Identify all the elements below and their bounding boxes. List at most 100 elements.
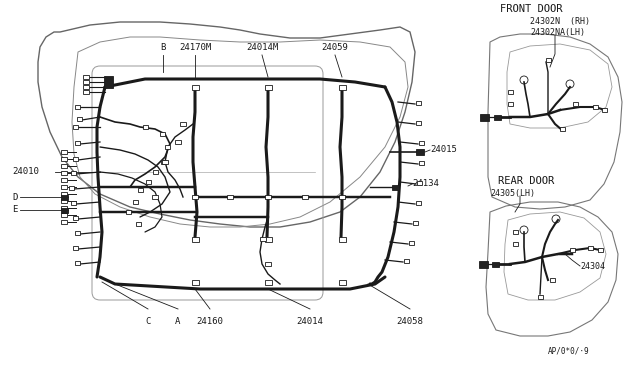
Bar — [513, 242, 518, 246]
Bar — [70, 171, 76, 175]
Bar — [550, 278, 554, 282]
Text: C: C — [145, 317, 150, 326]
Bar — [264, 237, 271, 241]
Bar — [192, 195, 198, 199]
Bar — [61, 192, 67, 196]
Bar — [598, 248, 602, 252]
Bar — [143, 125, 147, 129]
Bar — [72, 216, 77, 220]
Text: AP/0*0/·9: AP/0*0/·9 — [548, 347, 589, 356]
Text: 24302N  (RH): 24302N (RH) — [530, 17, 590, 26]
Bar — [573, 102, 577, 106]
Text: B: B — [160, 43, 166, 52]
Bar — [408, 241, 413, 245]
Text: 24305(LH): 24305(LH) — [490, 189, 535, 198]
Text: 24014: 24014 — [296, 317, 323, 326]
Bar — [74, 105, 79, 109]
Bar — [538, 295, 543, 299]
Bar — [513, 230, 518, 234]
Bar — [191, 279, 198, 285]
Bar — [145, 180, 150, 184]
Bar — [61, 178, 67, 182]
Bar — [415, 121, 420, 125]
Bar — [83, 80, 89, 84]
Bar — [302, 195, 308, 199]
Bar — [227, 195, 233, 199]
Bar — [83, 85, 89, 89]
Bar — [479, 113, 488, 121]
Bar — [417, 181, 422, 185]
Bar — [265, 195, 271, 199]
Bar — [164, 145, 170, 149]
Bar — [61, 199, 67, 203]
Bar — [413, 221, 417, 225]
Bar — [493, 115, 500, 119]
Bar — [260, 237, 266, 241]
Bar — [545, 58, 550, 62]
Text: 24304: 24304 — [580, 262, 605, 271]
Text: A: A — [175, 317, 180, 326]
Bar — [570, 248, 575, 252]
Bar — [72, 246, 77, 250]
Bar — [74, 141, 79, 145]
Bar — [138, 188, 143, 192]
Text: 24014M: 24014M — [246, 43, 278, 52]
Text: FRONT DOOR: FRONT DOOR — [500, 4, 563, 14]
Bar — [152, 170, 157, 174]
Bar — [191, 237, 198, 241]
Bar — [61, 150, 67, 154]
Bar — [403, 259, 408, 263]
Bar — [419, 161, 424, 165]
Bar — [61, 213, 67, 217]
Bar — [264, 279, 271, 285]
Bar — [508, 102, 513, 106]
Bar — [74, 231, 79, 235]
Bar — [602, 108, 607, 112]
Bar — [77, 116, 81, 121]
Text: 24302NA(LH): 24302NA(LH) — [530, 28, 585, 37]
Text: D: D — [12, 192, 17, 202]
Bar — [508, 90, 513, 94]
Bar — [74, 261, 79, 265]
Text: 24015: 24015 — [430, 145, 457, 154]
Bar — [588, 246, 593, 250]
Bar — [479, 260, 488, 267]
Bar — [339, 279, 346, 285]
Bar — [125, 210, 131, 214]
Bar — [339, 84, 346, 90]
Bar — [419, 141, 424, 145]
Bar — [559, 127, 564, 131]
Text: 24170M: 24170M — [179, 43, 211, 52]
Bar — [61, 208, 67, 212]
Bar — [415, 201, 420, 205]
Bar — [72, 157, 77, 160]
Bar — [68, 186, 74, 190]
Bar — [61, 195, 67, 199]
Bar — [161, 160, 166, 164]
Text: 24010: 24010 — [12, 167, 39, 176]
Bar — [392, 185, 399, 189]
Bar — [83, 90, 89, 94]
Bar — [104, 76, 113, 88]
Bar — [136, 222, 141, 226]
Bar — [191, 84, 198, 90]
Text: REAR DOOR: REAR DOOR — [498, 176, 554, 186]
Bar — [339, 195, 345, 199]
Bar — [593, 105, 598, 109]
Bar — [70, 201, 76, 205]
Bar — [492, 262, 499, 266]
Bar — [61, 164, 67, 168]
Text: E: E — [12, 205, 17, 215]
Bar — [264, 84, 271, 90]
Bar — [132, 200, 138, 204]
Bar — [415, 101, 420, 105]
Bar — [61, 185, 67, 189]
Bar — [265, 262, 271, 266]
Bar — [180, 122, 186, 126]
Bar — [416, 149, 424, 155]
Bar — [61, 171, 67, 175]
Text: 24059: 24059 — [321, 43, 348, 52]
Text: 24134: 24134 — [412, 180, 439, 189]
Bar — [339, 237, 346, 241]
Bar — [61, 206, 67, 210]
